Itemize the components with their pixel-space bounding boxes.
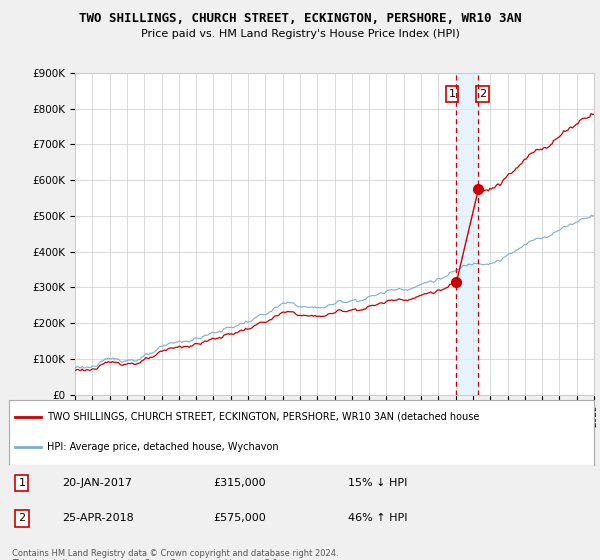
- Text: 15% ↓ HPI: 15% ↓ HPI: [348, 478, 407, 488]
- Text: 1: 1: [19, 478, 25, 488]
- Text: 1: 1: [449, 89, 455, 99]
- Text: 20-JAN-2017: 20-JAN-2017: [62, 478, 131, 488]
- Text: HPI: Average price, detached house, Wychavon: HPI: Average price, detached house, Wych…: [47, 442, 278, 452]
- Text: TWO SHILLINGS, CHURCH STREET, ECKINGTON, PERSHORE, WR10 3AN: TWO SHILLINGS, CHURCH STREET, ECKINGTON,…: [79, 12, 521, 25]
- Text: 2: 2: [19, 514, 25, 524]
- Text: TWO SHILLINGS, CHURCH STREET, ECKINGTON, PERSHORE, WR10 3AN (detached house: TWO SHILLINGS, CHURCH STREET, ECKINGTON,…: [47, 412, 479, 422]
- Text: 46% ↑ HPI: 46% ↑ HPI: [348, 514, 408, 524]
- Bar: [457, 73, 478, 395]
- Text: Price paid vs. HM Land Registry's House Price Index (HPI): Price paid vs. HM Land Registry's House …: [140, 29, 460, 39]
- Text: £315,000: £315,000: [214, 478, 266, 488]
- Text: 2: 2: [479, 89, 487, 99]
- Text: 25-APR-2018: 25-APR-2018: [62, 514, 133, 524]
- Text: Contains HM Land Registry data © Crown copyright and database right 2024.
This d: Contains HM Land Registry data © Crown c…: [12, 549, 338, 560]
- Text: £575,000: £575,000: [214, 514, 266, 524]
